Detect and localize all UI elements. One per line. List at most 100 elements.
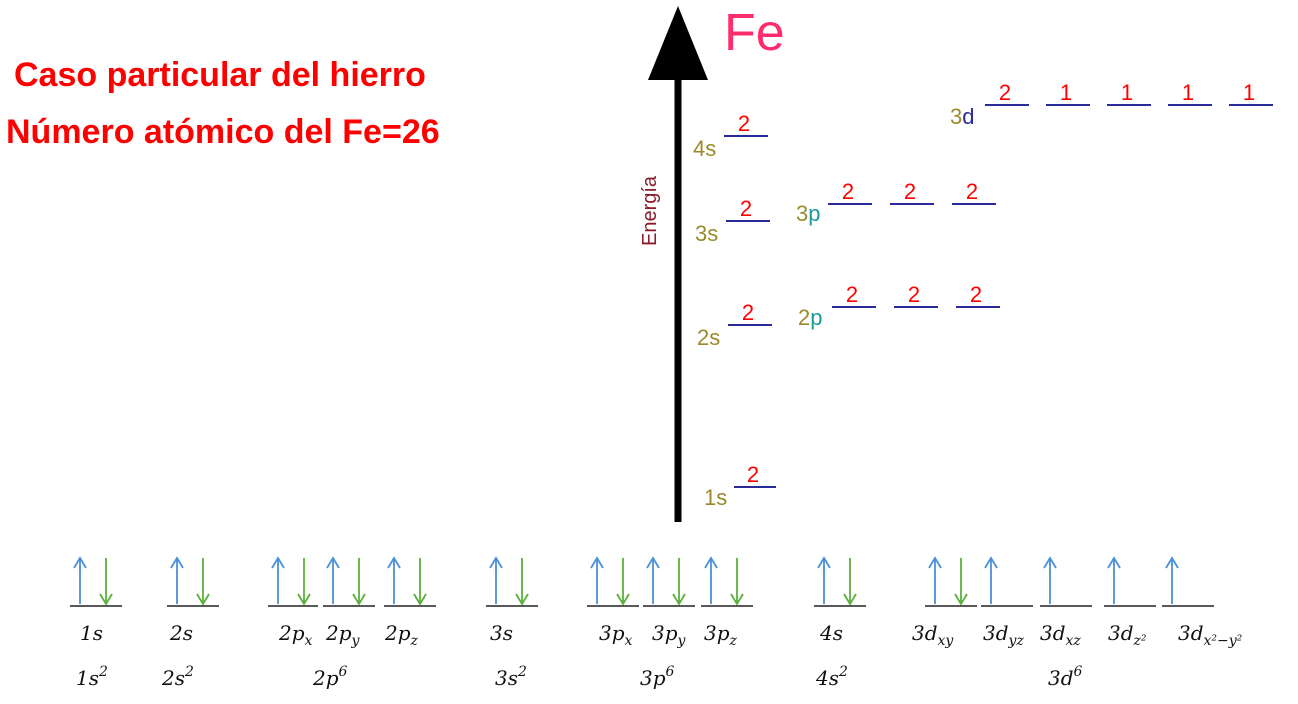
level-label-3p: 3p [796, 201, 821, 226]
level-label-2s: 2s [697, 325, 720, 350]
orbital-3dx2y2: 3dx²−y² [1162, 556, 1243, 649]
energy-level-1s: 1s2 [704, 462, 776, 510]
orbital-label-2py: 2py [325, 621, 361, 649]
orbital-3px: 3px [587, 556, 639, 649]
level-letter-3d: d [962, 104, 974, 129]
orbital-label-3py: 3py [652, 621, 687, 649]
level-label-4s: 4s [693, 136, 716, 161]
spin-up-arrow-1s [73, 556, 87, 604]
occupancy-3d-4: 1 [1243, 80, 1255, 105]
level-label-2p: 2p [798, 305, 823, 330]
level-letter-1s: s [716, 485, 727, 510]
spin-up-arrow-3dz2 [1107, 556, 1121, 604]
level-shell-2p: 2 [798, 305, 810, 330]
spin-down-arrow-2px [297, 558, 311, 606]
occupancy-2p-0: 2 [846, 282, 858, 307]
level-letter-3p: p [808, 201, 820, 226]
occupancy-3p-2: 2 [966, 179, 978, 204]
spin-up-arrow-3dxz [1043, 556, 1057, 604]
orbital-label-1s: 1s [80, 621, 103, 645]
spin-up-arrow-3pz [704, 556, 718, 604]
level-letter-2p: p [810, 305, 822, 330]
spin-down-arrow-2pz [413, 558, 427, 606]
spin-up-arrow-3px [590, 556, 604, 604]
orbital-label-3dxz: 3dxz [1040, 621, 1081, 649]
energy-level-2p: 2p2 2 2 [798, 282, 1000, 330]
orbital-label-4s: 4s [819, 621, 843, 645]
configuration-labels: 1s2 2s2 2p6 3s2 3p6 4s2 3d6 [76, 664, 1083, 690]
level-shell-3d: 3 [950, 104, 962, 129]
config-4s2: 4s2 [815, 664, 848, 690]
occupancy-2s-0: 2 [742, 300, 754, 325]
orbital-label-3pz: 3pz [704, 621, 738, 649]
title-line-1: Caso particular del hierro [14, 56, 426, 94]
level-shell-2s: 2 [697, 325, 709, 350]
spin-up-arrow-4s [817, 556, 831, 604]
orbital-label-2px: 2px [278, 621, 313, 649]
spin-up-arrow-3py [646, 556, 660, 604]
config-1s2: 1s2 [76, 664, 108, 690]
orbital-2px: 2px [268, 556, 318, 649]
spin-down-arrow-3dxy [954, 558, 968, 606]
spin-down-arrow-3px [616, 558, 630, 606]
spin-up-arrow-3dxy [928, 556, 942, 604]
level-shell-4s: 4 [693, 136, 705, 161]
orbital-label-3s: 3s [490, 621, 513, 645]
element-symbol: Fe [724, 4, 785, 62]
energy-level-2s: 2s2 [697, 300, 772, 350]
spin-down-arrow-3pz [730, 558, 744, 606]
occupancy-3p-1: 2 [904, 179, 916, 204]
spin-down-arrow-4s [843, 558, 857, 606]
spin-up-arrow-2s [170, 556, 184, 604]
orbital-2pz: 2pz [384, 556, 436, 649]
orbital-3s: 3s [486, 556, 538, 645]
orbital-label-3dx2y2: 3dx²−y² [1178, 621, 1243, 649]
level-label-1s: 1s [704, 485, 727, 510]
occupancy-4s-0: 2 [738, 111, 750, 136]
config-3s2: 3s2 [495, 664, 527, 690]
orbital-3py: 3py [643, 556, 695, 649]
occupancy-2p-2: 2 [970, 282, 982, 307]
orbital-label-2s: 2s [169, 621, 193, 645]
occupancy-1s-0: 2 [747, 462, 759, 487]
level-shell-3p: 3 [796, 201, 808, 226]
config-2p6: 2p6 [312, 664, 348, 690]
level-label-3d: 3d [950, 104, 975, 129]
level-shell-1s: 1 [704, 485, 716, 510]
orbital-label-3px: 3px [599, 621, 633, 649]
orbital-2py: 2py [323, 556, 375, 649]
energy-level-3d: 3d2 1 1 1 1 [950, 80, 1273, 129]
config-2s2: 2s2 [161, 664, 194, 690]
orbital-label-3dz2: 3dz² [1108, 621, 1147, 649]
config-3p6: 3p6 [640, 664, 675, 690]
spin-down-arrow-2py [352, 558, 366, 606]
spin-up-arrow-3dyz [984, 556, 998, 604]
occupancy-3s-0: 2 [740, 196, 752, 221]
energy-axis-label: Energía [639, 175, 661, 246]
energy-level-4s: 4s 2 [693, 111, 768, 161]
orbital-label-2pz: 2pz [384, 621, 419, 649]
orbital-3dyz: 3dyz [981, 556, 1033, 649]
orbital-2s: 2s [167, 556, 219, 645]
spin-down-arrow-3s [515, 558, 529, 606]
spin-up-arrow-2px [271, 556, 285, 604]
orbital-3pz: 3pz [701, 556, 753, 649]
energy-level-3p: 3p2 2 2 [796, 179, 996, 226]
occupancy-3d-1: 1 [1060, 80, 1072, 105]
orbital-label-3dxy: 3dxy [912, 621, 954, 649]
config-3d6: 3d6 [1048, 664, 1083, 690]
level-letter-3s: s [707, 221, 718, 246]
spin-down-arrow-3py [672, 558, 686, 606]
orbital-1s: 1s [70, 556, 122, 645]
spin-up-arrow-2pz [387, 556, 401, 604]
occupancy-3d-3: 1 [1182, 80, 1194, 105]
title-line-2: Número atómico del Fe=26 [6, 113, 440, 151]
level-letter-2s: s [709, 325, 720, 350]
orbital-4s: 4s [814, 556, 866, 645]
occupancy-2p-1: 2 [908, 282, 920, 307]
energy-axis-arrowhead [648, 6, 708, 80]
orbital-3dxz: 3dxz [1040, 556, 1092, 649]
